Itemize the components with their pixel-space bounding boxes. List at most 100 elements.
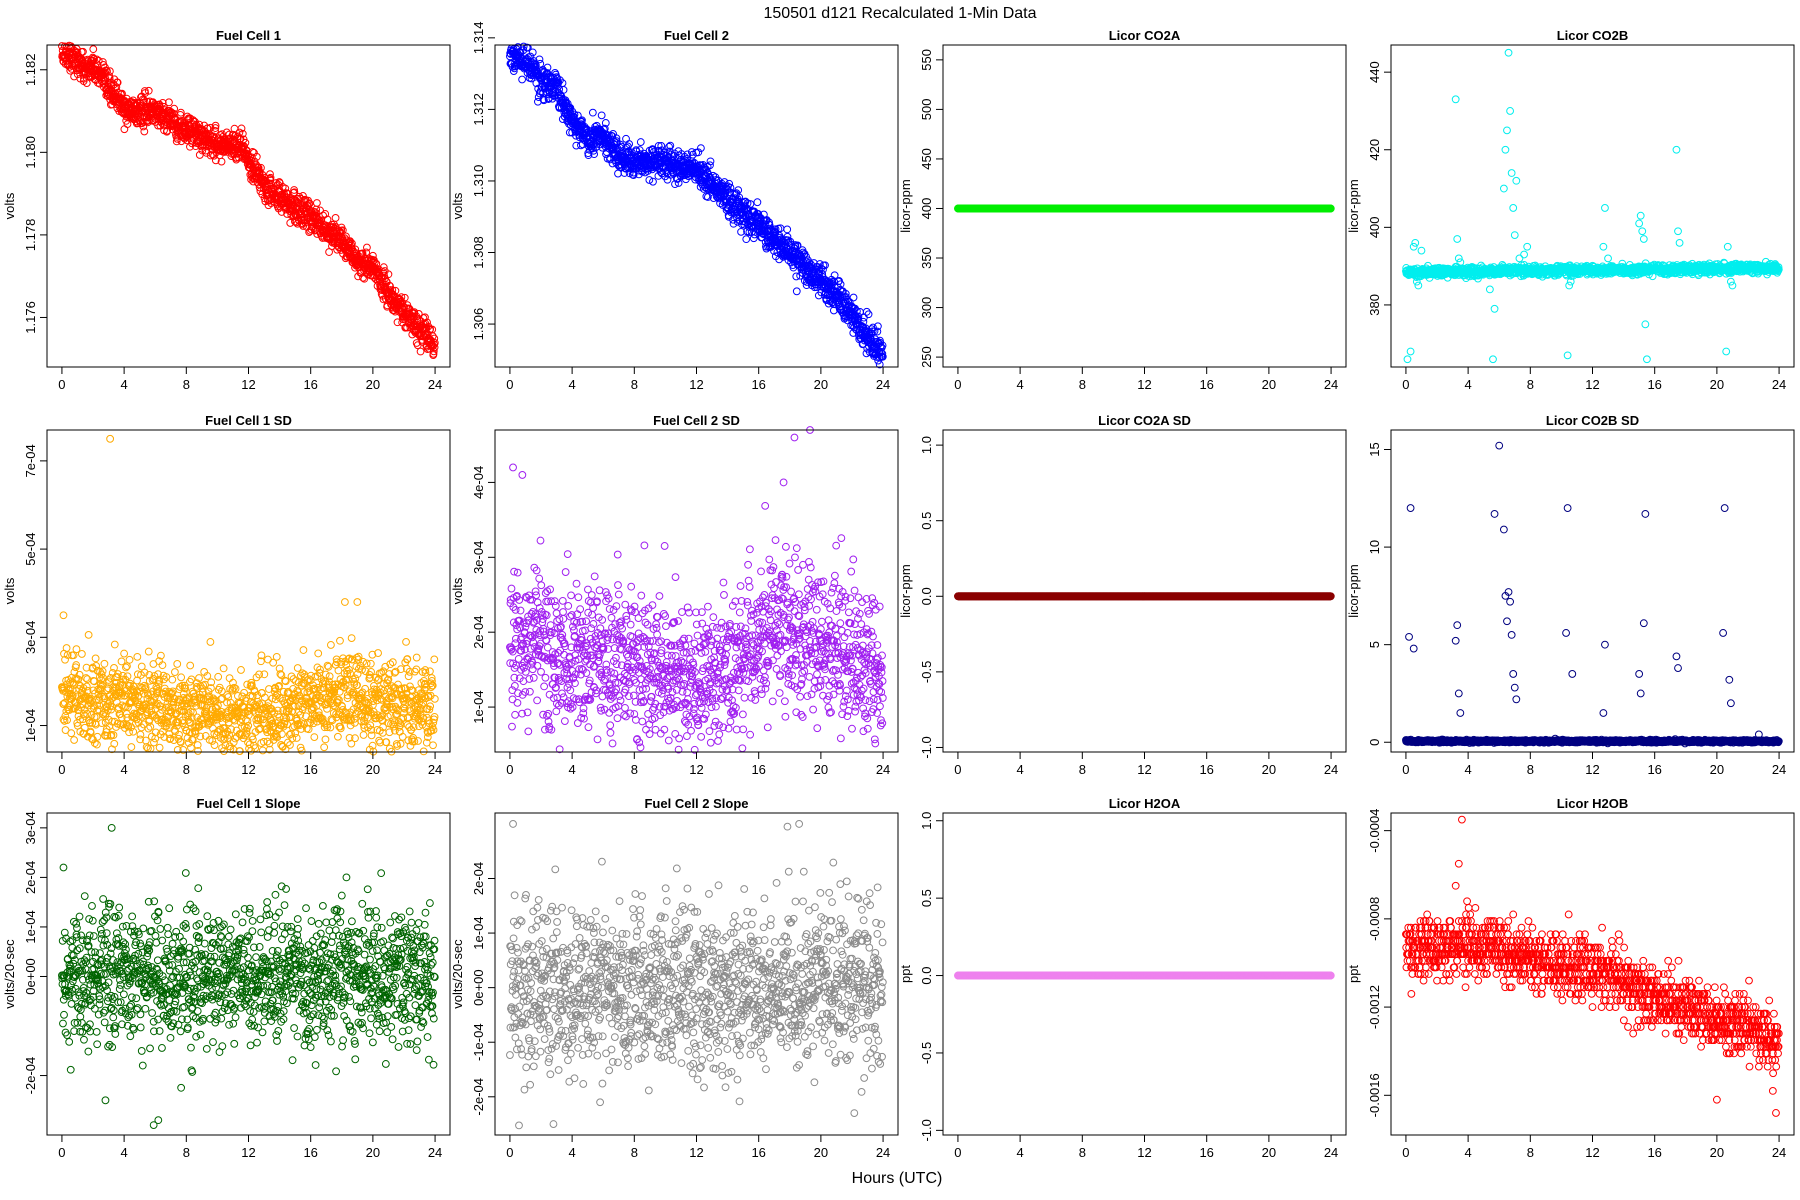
y-tick-label: 250 bbox=[919, 346, 934, 368]
data-point bbox=[140, 127, 149, 136]
data-point bbox=[277, 208, 286, 216]
data-point bbox=[208, 150, 217, 159]
data-point bbox=[211, 156, 220, 165]
panel-fc1: Fuel Cell 1 volts 0 4 8 12 16 20 24 1.176 1.178 1.1… bbox=[2, 28, 451, 392]
data-point bbox=[266, 173, 275, 182]
data-point bbox=[170, 104, 179, 113]
data-point bbox=[82, 79, 91, 88]
data-point bbox=[165, 98, 173, 107]
data-point bbox=[88, 53, 97, 62]
data-point bbox=[336, 228, 345, 237]
x-tick-label: 16 bbox=[1199, 377, 1213, 392]
data-point bbox=[101, 66, 110, 75]
y-tick-label: 1.182 bbox=[23, 53, 38, 86]
data-point bbox=[217, 157, 226, 166]
data-point bbox=[144, 86, 153, 95]
y-tick-label: 1.314 bbox=[471, 22, 486, 55]
data-point bbox=[195, 151, 204, 159]
y-tick-label: 400 bbox=[919, 198, 934, 220]
y-tick-label: 1.180 bbox=[23, 136, 38, 169]
x-tick-label: 0 bbox=[954, 377, 961, 392]
x-tick-label: 0 bbox=[58, 377, 65, 392]
x-tick-label: 24 bbox=[876, 377, 890, 392]
data-point bbox=[266, 170, 274, 179]
x-tick-label: 24 bbox=[428, 377, 442, 392]
data-point bbox=[225, 130, 234, 139]
panel-title: Licor CO2B bbox=[1557, 28, 1629, 43]
data-point bbox=[112, 83, 121, 92]
x-tick-label: 8 bbox=[183, 377, 190, 392]
data-point bbox=[176, 108, 185, 117]
x-tick-label: 20 bbox=[1262, 377, 1276, 392]
data-point bbox=[98, 58, 107, 66]
data-point bbox=[331, 214, 340, 222]
data-point bbox=[250, 148, 258, 157]
data-point bbox=[306, 226, 315, 235]
data-point bbox=[319, 211, 328, 220]
data-point bbox=[105, 67, 114, 76]
y-axis-label: volts bbox=[450, 192, 465, 219]
data-point bbox=[247, 153, 256, 162]
x-tick-label: 20 bbox=[366, 377, 380, 392]
data-point bbox=[254, 163, 263, 172]
data-point bbox=[289, 189, 298, 197]
y-tick-label: 300 bbox=[919, 297, 934, 319]
y-tick-label: 1.178 bbox=[23, 219, 38, 252]
data-point bbox=[257, 163, 265, 172]
data-point bbox=[313, 199, 321, 207]
data-point bbox=[290, 186, 299, 194]
x-tick-label: 16 bbox=[751, 377, 765, 392]
data-point bbox=[89, 45, 98, 54]
panel-title: Fuel Cell 1 bbox=[216, 28, 281, 43]
data-point bbox=[94, 56, 103, 65]
data-point bbox=[103, 67, 111, 76]
data-point bbox=[211, 124, 220, 132]
data-point bbox=[139, 122, 148, 131]
figure-xlabel: Hours (UTC) bbox=[852, 1170, 943, 1187]
y-tick-label: 500 bbox=[919, 99, 934, 121]
y-tick-label: 1.308 bbox=[471, 236, 486, 269]
y-tick-label: 450 bbox=[919, 148, 934, 170]
data-point bbox=[202, 149, 211, 157]
x-tick-label: 16 bbox=[303, 377, 317, 392]
y-axis-label: volts bbox=[2, 192, 17, 219]
panel-title: Fuel Cell 2 bbox=[664, 28, 729, 43]
x-tick-label: 4 bbox=[121, 377, 128, 392]
data-point bbox=[113, 78, 122, 87]
data-point bbox=[206, 132, 215, 140]
x-tick-label: 8 bbox=[1079, 377, 1086, 392]
x-tick-label: 12 bbox=[1137, 377, 1151, 392]
data-point bbox=[241, 138, 250, 147]
y-axis-label: licor-ppm bbox=[898, 179, 913, 232]
data-point bbox=[79, 47, 87, 56]
x-tick-label: 0 bbox=[506, 377, 513, 392]
x-tick-label: 8 bbox=[631, 377, 638, 392]
data-points bbox=[58, 41, 439, 359]
data-point bbox=[272, 179, 280, 187]
data-point bbox=[281, 184, 290, 193]
y-tick-label: 350 bbox=[919, 247, 934, 269]
x-tick-label: 12 bbox=[241, 377, 255, 392]
y-tick-label: 1.176 bbox=[23, 301, 38, 334]
data-point bbox=[248, 147, 257, 156]
x-tick-label: 24 bbox=[1324, 377, 1338, 392]
panel-title: Licor CO2A bbox=[1109, 28, 1181, 43]
x-tick-label: 4 bbox=[569, 377, 576, 392]
data-point bbox=[240, 142, 248, 151]
data-point bbox=[286, 219, 295, 227]
data-point bbox=[242, 146, 251, 155]
y-tick-label: 1.306 bbox=[471, 308, 486, 341]
data-point bbox=[238, 129, 247, 138]
data-point bbox=[158, 98, 167, 107]
data-point bbox=[211, 126, 219, 135]
y-axis-label: licor-ppm bbox=[1346, 179, 1361, 232]
data-point bbox=[323, 215, 332, 224]
x-tick-label: 4 bbox=[1017, 377, 1024, 392]
data-point bbox=[236, 135, 245, 143]
data-point bbox=[211, 121, 220, 130]
data-point bbox=[264, 201, 273, 210]
x-tick-label: 20 bbox=[814, 377, 828, 392]
y-tick-label: 550 bbox=[919, 49, 934, 71]
x-tick-label: 12 bbox=[689, 377, 703, 392]
